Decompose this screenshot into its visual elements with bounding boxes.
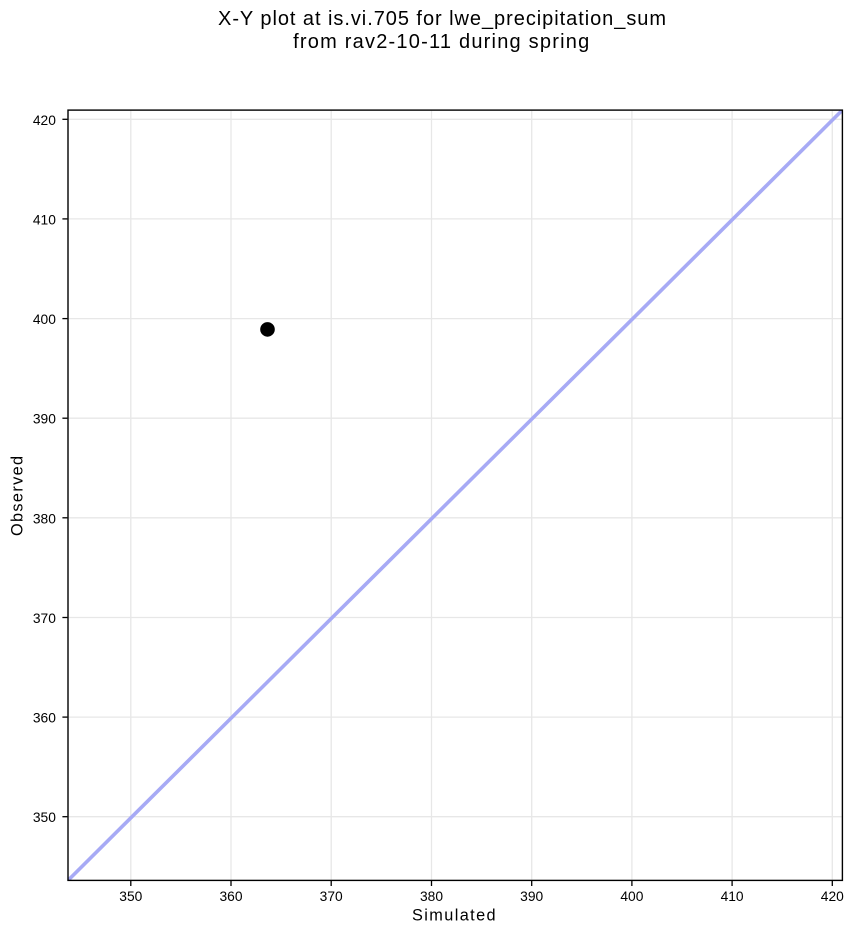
svg-text:390: 390 (33, 412, 56, 427)
svg-text:350: 350 (119, 889, 142, 904)
svg-text:410: 410 (721, 889, 744, 904)
svg-text:410: 410 (33, 212, 56, 227)
svg-text:Observed: Observed (8, 455, 26, 536)
svg-text:from rav2-10-11 during spring: from rav2-10-11 during spring (293, 31, 590, 53)
svg-text:370: 370 (33, 611, 56, 626)
svg-text:380: 380 (420, 889, 443, 904)
svg-text:390: 390 (520, 889, 543, 904)
svg-text:420: 420 (821, 889, 844, 904)
svg-text:350: 350 (33, 810, 56, 825)
svg-text:X-Y plot at is.vi.705 for lwe_: X-Y plot at is.vi.705 for lwe_precipitat… (218, 8, 667, 30)
svg-text:360: 360 (33, 711, 56, 726)
svg-text:400: 400 (33, 312, 56, 327)
svg-text:420: 420 (33, 113, 56, 128)
svg-text:400: 400 (620, 889, 643, 904)
svg-text:370: 370 (320, 889, 343, 904)
svg-text:360: 360 (219, 889, 242, 904)
svg-text:Simulated: Simulated (412, 907, 497, 925)
svg-text:380: 380 (33, 511, 56, 526)
